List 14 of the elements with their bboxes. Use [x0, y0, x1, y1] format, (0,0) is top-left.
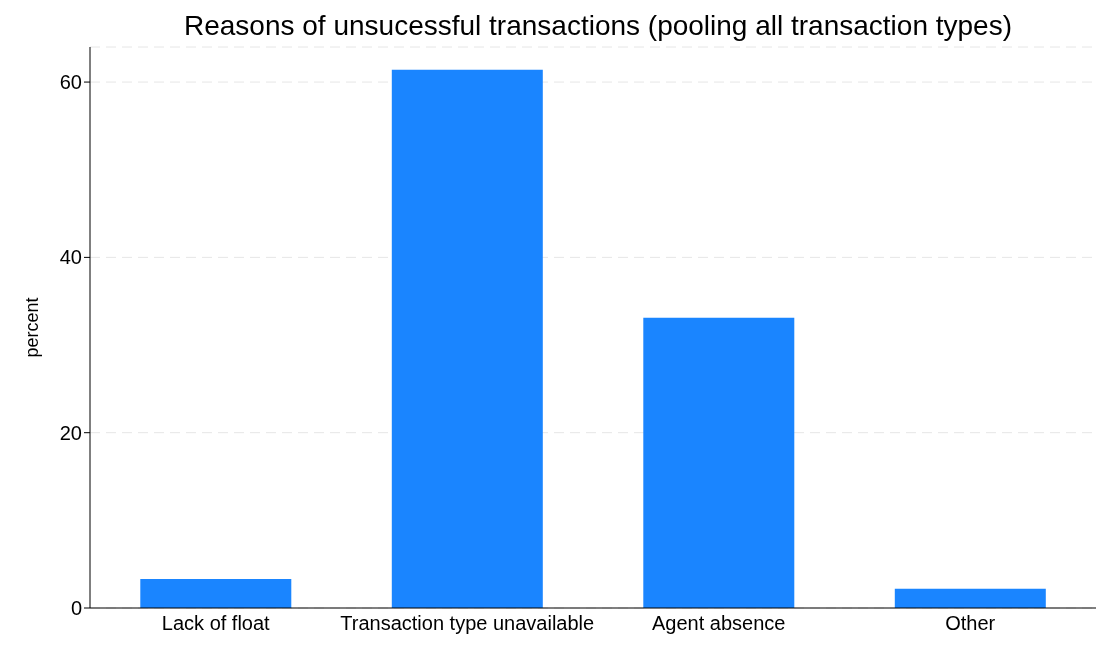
y-tick-label: 40 [59, 246, 82, 269]
x-tick-label: Agent absence [652, 612, 786, 635]
y-tick-label: 60 [59, 71, 82, 94]
bar [391, 69, 543, 608]
chart-title: Reasons of unsucessful transactions (pooling all transaction types) [183, 10, 1013, 42]
bar [643, 317, 795, 608]
y-tick-label: 20 [59, 421, 82, 444]
bar [140, 579, 292, 608]
x-tick-label: Lack of float [161, 612, 271, 635]
x-tick-label: Transaction type unavailable [340, 612, 595, 635]
y-axis-title: percent [22, 297, 43, 358]
x-tick-label: Other [945, 612, 996, 635]
y-tick-label: 0 [70, 597, 82, 620]
bar [894, 588, 1046, 608]
